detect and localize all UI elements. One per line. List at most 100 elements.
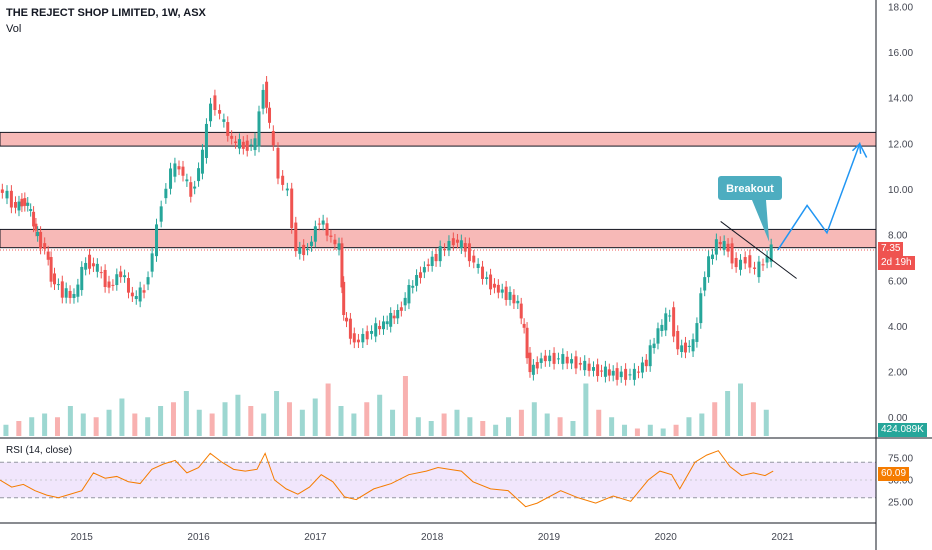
- price-tick-label: 14.00: [888, 94, 913, 105]
- candle-body: [695, 323, 699, 342]
- candle-body: [155, 224, 159, 257]
- candle-body: [49, 257, 53, 282]
- candle-body: [640, 362, 644, 373]
- candle-body: [611, 370, 615, 376]
- volume-bar: [557, 417, 563, 436]
- candle-body: [578, 362, 582, 365]
- candle-body: [765, 256, 769, 263]
- volume-bar: [235, 394, 241, 436]
- candle-body: [46, 251, 50, 260]
- candle-body: [365, 331, 369, 340]
- resistance-zone: [0, 131, 877, 147]
- candle-body: [181, 166, 185, 176]
- volume-bar: [93, 417, 99, 436]
- volume-bar: [377, 394, 383, 436]
- price-tick-label: 10.00: [888, 185, 913, 196]
- candle-body: [13, 202, 17, 208]
- candle-body: [53, 273, 57, 285]
- candle-body: [374, 323, 378, 337]
- volume-bar: [54, 417, 60, 436]
- time-tick-label: 2020: [655, 532, 678, 543]
- candle-body: [451, 238, 455, 246]
- volume-bar: [531, 402, 537, 436]
- candle-body: [60, 281, 64, 298]
- candle-body: [600, 370, 604, 372]
- price-tick-label: 4.00: [888, 322, 908, 333]
- candle-body: [455, 239, 459, 243]
- candle-body: [329, 235, 333, 237]
- candle-body: [656, 328, 660, 344]
- volume-bar: [170, 402, 176, 436]
- candle-body: [185, 179, 189, 182]
- candle-body: [587, 363, 591, 371]
- candle-body: [99, 272, 103, 274]
- candle-body: [268, 107, 272, 123]
- candle-body: [0, 189, 4, 193]
- candle-body: [333, 239, 337, 245]
- candle-body: [552, 352, 556, 364]
- candle-body: [271, 131, 275, 146]
- candle-body: [29, 209, 33, 211]
- candle-body: [302, 244, 306, 256]
- candle-body: [664, 313, 668, 331]
- candle-body: [619, 371, 623, 378]
- volume-bar: [364, 402, 370, 436]
- candle-body: [624, 368, 628, 380]
- volume-bar: [480, 421, 486, 436]
- candle-body: [565, 356, 569, 364]
- candle-body: [422, 267, 426, 273]
- candle-body: [632, 368, 636, 380]
- candle-body: [342, 281, 346, 316]
- volume-bar: [42, 413, 48, 436]
- candle-body: [204, 123, 208, 158]
- candle-body: [516, 300, 520, 304]
- countdown-tag: 2d 19h: [878, 256, 915, 270]
- price-tick-label: 6.00: [888, 276, 908, 287]
- candle-body: [591, 367, 595, 371]
- volume-bar: [660, 428, 666, 436]
- volume-label: Vol: [6, 23, 22, 35]
- volume-bar: [183, 391, 189, 436]
- price-tick-label: 18.00: [888, 2, 913, 13]
- price-tick-label: 8.00: [888, 231, 908, 242]
- candle-body: [361, 333, 365, 343]
- candle-body: [570, 359, 574, 364]
- candle-body: [298, 247, 302, 254]
- candle-body: [159, 206, 163, 222]
- rsi-pane: [0, 437, 932, 508]
- candle-body: [418, 272, 422, 278]
- candle-body: [519, 303, 523, 319]
- volume-bar: [338, 406, 344, 436]
- candle-body: [676, 330, 680, 350]
- chart-title: THE REJECT SHOP LIMITED, 1W, ASX: [6, 7, 206, 19]
- volume-bar: [673, 424, 679, 436]
- time-tick-label: 2019: [538, 532, 561, 543]
- candle-body: [146, 277, 150, 285]
- candle-body: [352, 333, 356, 343]
- candle-body: [399, 307, 403, 311]
- candle-body: [285, 188, 289, 191]
- candle-body: [710, 254, 714, 260]
- candle-body: [648, 345, 652, 367]
- candle-body: [64, 288, 68, 298]
- volume-bar: [222, 402, 228, 436]
- volume-bar: [325, 383, 331, 436]
- candle-body: [222, 119, 226, 122]
- volume-bar: [699, 413, 705, 436]
- volume-bar: [518, 409, 524, 436]
- candle-body: [123, 275, 127, 278]
- price-tick-label: 2.00: [888, 368, 908, 379]
- time-tick-label: 2016: [187, 532, 210, 543]
- candle-body: [130, 292, 134, 297]
- candle-body: [769, 244, 773, 262]
- candle-body: [757, 261, 761, 278]
- volume-bar: [16, 421, 22, 436]
- breakout-annotation: Breakout: [726, 183, 774, 195]
- candle-body: [119, 271, 123, 278]
- volume-bar: [712, 402, 718, 436]
- candle-body: [668, 315, 672, 317]
- price-tick-label: 16.00: [888, 48, 913, 59]
- candle-body: [177, 166, 181, 170]
- volume-bar: [725, 391, 731, 436]
